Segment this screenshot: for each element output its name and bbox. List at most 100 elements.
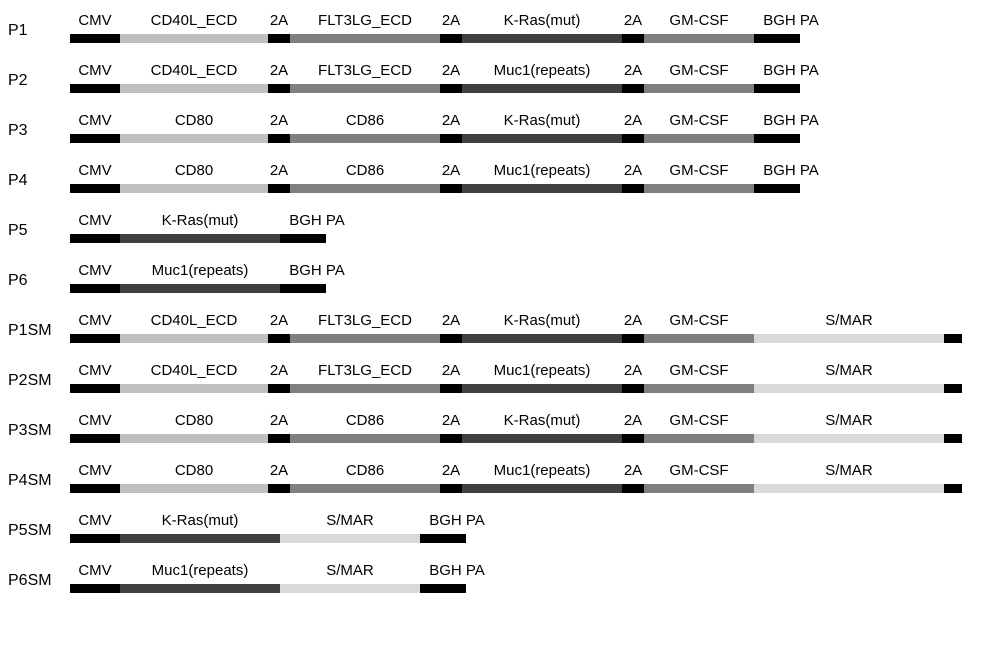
segment-bar bbox=[644, 184, 754, 193]
segment-bar bbox=[290, 434, 440, 443]
segment-label: S/MAR bbox=[734, 412, 964, 429]
segment-bar bbox=[944, 484, 962, 493]
segment-bar bbox=[644, 84, 754, 93]
segment-bar bbox=[644, 34, 754, 43]
segment-bar bbox=[120, 84, 268, 93]
segment-bar bbox=[644, 434, 754, 443]
segment-bar bbox=[120, 284, 280, 293]
segment-bar bbox=[268, 484, 290, 493]
segment-bar bbox=[754, 384, 944, 393]
segment-bar bbox=[440, 34, 462, 43]
segment-label: BGH PA bbox=[414, 512, 500, 529]
construct-row: P3SMCMVCD802ACD862AK-Ras(mut)2AGM-CSFS/M… bbox=[0, 410, 1000, 460]
segment-bar bbox=[440, 434, 462, 443]
segment-bar bbox=[290, 484, 440, 493]
construct-row: P1SMCMVCD40L_ECD2AFLT3LG_ECD2AK-Ras(mut)… bbox=[0, 310, 1000, 360]
segment-bar bbox=[268, 334, 290, 343]
segment-bar bbox=[754, 34, 800, 43]
segment-bar bbox=[644, 134, 754, 143]
segment-label: Muc1(repeats) bbox=[100, 262, 300, 279]
segment-bar bbox=[268, 184, 290, 193]
segment-bar bbox=[644, 484, 754, 493]
segment-bar bbox=[944, 434, 962, 443]
construct-row: P5CMVK-Ras(mut)BGH PA bbox=[0, 210, 1000, 260]
segment-label: BGH PA bbox=[274, 212, 360, 229]
segment-bar bbox=[622, 184, 644, 193]
segment-bar bbox=[70, 584, 120, 593]
segment-label: S/MAR bbox=[734, 462, 964, 479]
construct-row: P1CMVCD40L_ECD2AFLT3LG_ECD2AK-Ras(mut)2A… bbox=[0, 10, 1000, 60]
segment-bar bbox=[420, 584, 466, 593]
segment-bar bbox=[70, 534, 120, 543]
segment-bar bbox=[420, 534, 466, 543]
segment-bar bbox=[280, 534, 420, 543]
construct-row: P5SMCMVK-Ras(mut)S/MARBGH PA bbox=[0, 510, 1000, 560]
segment-label: S/MAR bbox=[734, 362, 964, 379]
segment-label: BGH PA bbox=[274, 262, 360, 279]
segment-bar bbox=[462, 184, 622, 193]
segment-bar bbox=[70, 134, 120, 143]
segment-label: BGH PA bbox=[748, 12, 834, 29]
segment-bar bbox=[644, 384, 754, 393]
segment-bar bbox=[70, 284, 120, 293]
segment-bar bbox=[462, 334, 622, 343]
segment-bar bbox=[70, 184, 120, 193]
segment-bar bbox=[280, 584, 420, 593]
construct-row: P2CMVCD40L_ECD2AFLT3LG_ECD2AMuc1(repeats… bbox=[0, 60, 1000, 110]
segment-bar bbox=[462, 134, 622, 143]
segment-bar bbox=[70, 34, 120, 43]
diagram-canvas: P1CMVCD40L_ECD2AFLT3LG_ECD2AK-Ras(mut)2A… bbox=[0, 0, 1000, 666]
segment-bar bbox=[462, 34, 622, 43]
segment-bar bbox=[120, 34, 268, 43]
construct-row: P4SMCMVCD802ACD862AMuc1(repeats)2AGM-CSF… bbox=[0, 460, 1000, 510]
segment-bar bbox=[120, 184, 268, 193]
segment-bar bbox=[754, 334, 944, 343]
construct-row: P3CMVCD802ACD862AK-Ras(mut)2AGM-CSFBGH P… bbox=[0, 110, 1000, 160]
segment-bar bbox=[120, 584, 280, 593]
segment-bar bbox=[70, 334, 120, 343]
segment-bar bbox=[440, 84, 462, 93]
segment-bar bbox=[290, 184, 440, 193]
segment-bar bbox=[754, 184, 800, 193]
construct-row: P2SMCMVCD40L_ECD2AFLT3LG_ECD2AMuc1(repea… bbox=[0, 360, 1000, 410]
segment-bar bbox=[290, 384, 440, 393]
segment-bar bbox=[120, 384, 268, 393]
segment-bar bbox=[70, 384, 120, 393]
segment-bar bbox=[290, 334, 440, 343]
segment-bar bbox=[754, 434, 944, 443]
segment-bar bbox=[440, 134, 462, 143]
segment-label: S/MAR bbox=[260, 562, 440, 579]
segment-bar bbox=[622, 84, 644, 93]
segment-label: S/MAR bbox=[260, 512, 440, 529]
segment-bar bbox=[754, 134, 800, 143]
segment-bar bbox=[290, 34, 440, 43]
construct-row: P4CMVCD802ACD862AMuc1(repeats)2AGM-CSFBG… bbox=[0, 160, 1000, 210]
segment-bar bbox=[622, 34, 644, 43]
segment-bar bbox=[70, 484, 120, 493]
segment-bar bbox=[462, 84, 622, 93]
segment-bar bbox=[440, 384, 462, 393]
segment-bar bbox=[944, 334, 962, 343]
segment-bar bbox=[268, 134, 290, 143]
construct-row: P6CMVMuc1(repeats)BGH PA bbox=[0, 260, 1000, 310]
construct-row: P6SMCMVMuc1(repeats)S/MARBGH PA bbox=[0, 560, 1000, 610]
segment-label: BGH PA bbox=[748, 112, 834, 129]
segment-bar bbox=[754, 484, 944, 493]
segment-bar bbox=[120, 134, 268, 143]
segment-bar bbox=[290, 84, 440, 93]
segment-label: BGH PA bbox=[748, 62, 834, 79]
segment-bar bbox=[70, 434, 120, 443]
segment-bar bbox=[622, 434, 644, 443]
segment-bar bbox=[622, 334, 644, 343]
segment-bar bbox=[644, 334, 754, 343]
segment-bar bbox=[462, 434, 622, 443]
segment-bar bbox=[944, 384, 962, 393]
segment-bar bbox=[70, 234, 120, 243]
segment-bar bbox=[440, 334, 462, 343]
segment-bar bbox=[462, 384, 622, 393]
segment-bar bbox=[268, 434, 290, 443]
segment-label: BGH PA bbox=[414, 562, 500, 579]
segment-bar bbox=[440, 184, 462, 193]
segment-bar bbox=[268, 384, 290, 393]
segment-bar bbox=[268, 84, 290, 93]
